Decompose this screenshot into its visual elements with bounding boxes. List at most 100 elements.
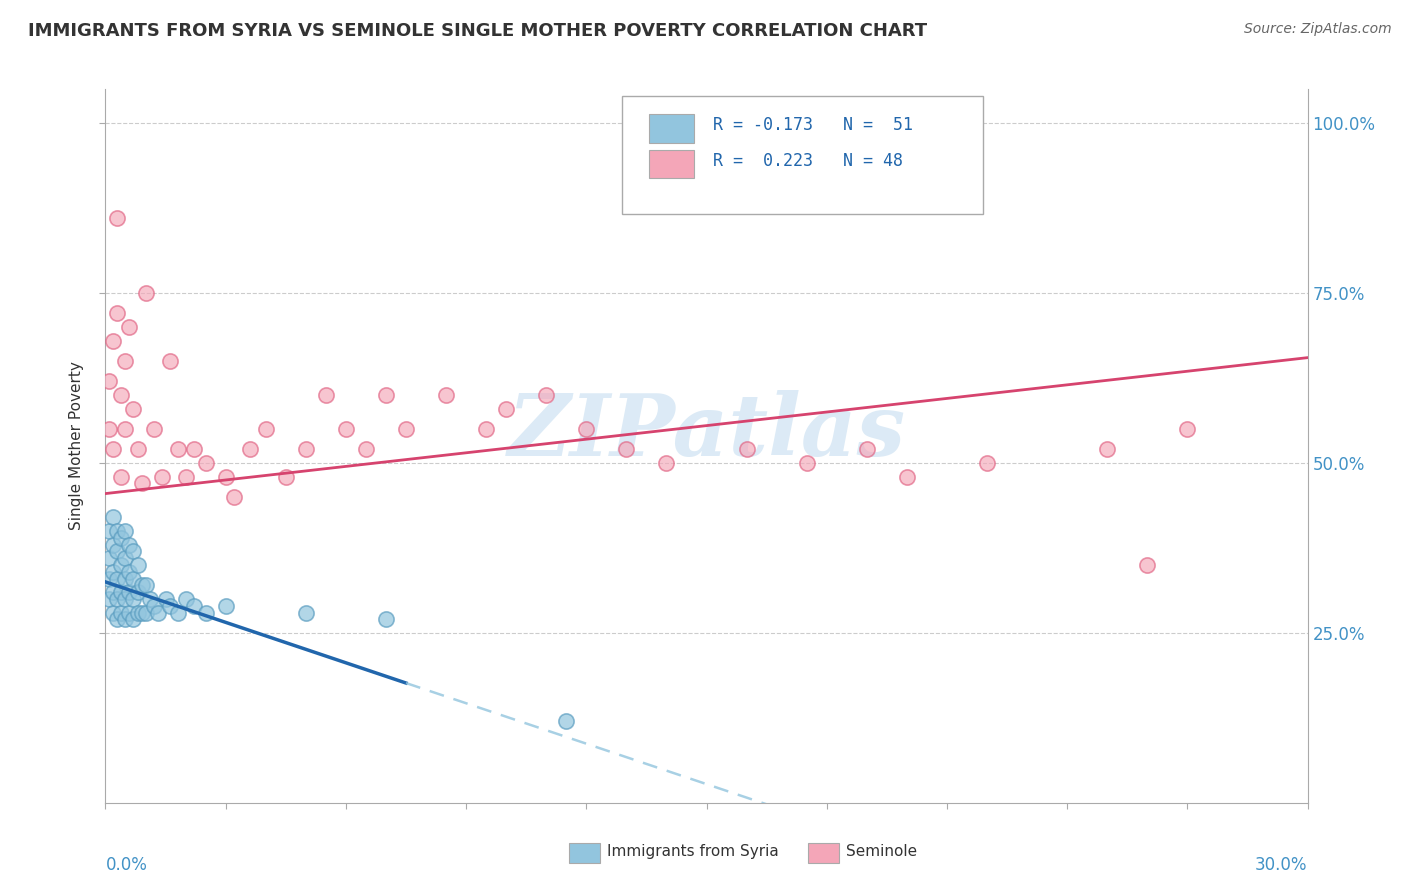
FancyBboxPatch shape [648, 150, 695, 178]
Point [142, 599, 165, 613]
Point [114, 422, 136, 436]
Text: Source: ZipAtlas.com: Source: ZipAtlas.com [1244, 22, 1392, 37]
Point [183, 442, 205, 457]
Point [110, 531, 132, 545]
Point [131, 606, 153, 620]
Point [274, 469, 297, 483]
Point [475, 422, 498, 436]
Point [107, 544, 129, 558]
Y-axis label: Single Mother Poverty: Single Mother Poverty [69, 361, 84, 531]
Text: R =  0.223   N = 48: R = 0.223 N = 48 [713, 152, 903, 170]
Point [114, 354, 136, 368]
Point [114, 572, 136, 586]
Point [575, 422, 598, 436]
FancyBboxPatch shape [623, 96, 983, 214]
Point [166, 442, 188, 457]
Point [616, 442, 638, 457]
Point [150, 469, 173, 483]
Point [107, 306, 129, 320]
Point [122, 401, 145, 416]
Text: 0.0%: 0.0% [105, 856, 148, 874]
Point [354, 442, 377, 457]
Point [98, 591, 121, 606]
Point [107, 524, 129, 538]
Point [135, 286, 157, 301]
Point [103, 565, 125, 579]
Point [295, 606, 318, 620]
Text: R = -0.173   N =  51: R = -0.173 N = 51 [713, 116, 912, 135]
Point [434, 388, 457, 402]
Point [214, 599, 236, 613]
Point [103, 442, 125, 457]
Point [107, 612, 129, 626]
Point [315, 388, 337, 402]
Point [174, 591, 197, 606]
Point [896, 469, 918, 483]
Point [155, 591, 177, 606]
Point [655, 456, 678, 470]
Point [194, 606, 217, 620]
Point [103, 606, 125, 620]
Point [127, 585, 149, 599]
Point [495, 401, 517, 416]
Point [254, 422, 277, 436]
Text: ZIPatlas: ZIPatlas [508, 390, 905, 474]
Point [122, 591, 145, 606]
Point [534, 388, 557, 402]
Point [107, 591, 129, 606]
Point [98, 375, 121, 389]
Point [122, 544, 145, 558]
Text: Immigrants from Syria: Immigrants from Syria [607, 845, 779, 859]
Point [114, 612, 136, 626]
Point [295, 442, 318, 457]
Point [107, 211, 129, 226]
Point [98, 572, 121, 586]
Point [214, 469, 236, 483]
Point [118, 585, 141, 599]
Point [114, 524, 136, 538]
Text: 30.0%: 30.0% [1256, 856, 1308, 874]
Point [855, 442, 877, 457]
Point [194, 456, 217, 470]
Point [374, 388, 398, 402]
Point [146, 606, 169, 620]
Point [118, 537, 141, 551]
Point [98, 422, 121, 436]
Point [110, 388, 132, 402]
Point [555, 714, 578, 729]
Point [110, 469, 132, 483]
FancyBboxPatch shape [648, 114, 695, 143]
Point [335, 422, 357, 436]
Point [107, 572, 129, 586]
Point [110, 558, 132, 572]
Point [159, 599, 181, 613]
Point [1177, 422, 1199, 436]
Point [114, 591, 136, 606]
Point [135, 606, 157, 620]
Point [1097, 442, 1119, 457]
Point [374, 612, 398, 626]
Point [122, 572, 145, 586]
Point [159, 354, 181, 368]
Point [735, 442, 758, 457]
Point [118, 320, 141, 334]
Point [118, 565, 141, 579]
Point [135, 578, 157, 592]
Point [118, 606, 141, 620]
Point [222, 490, 245, 504]
Point [122, 612, 145, 626]
Point [110, 585, 132, 599]
Point [166, 606, 188, 620]
Point [127, 606, 149, 620]
Point [103, 585, 125, 599]
Point [127, 442, 149, 457]
Point [127, 558, 149, 572]
Point [239, 442, 262, 457]
Point [796, 456, 818, 470]
Point [98, 551, 121, 566]
Point [131, 578, 153, 592]
Point [183, 599, 205, 613]
Point [103, 334, 125, 348]
Point [138, 591, 160, 606]
Point [142, 422, 165, 436]
